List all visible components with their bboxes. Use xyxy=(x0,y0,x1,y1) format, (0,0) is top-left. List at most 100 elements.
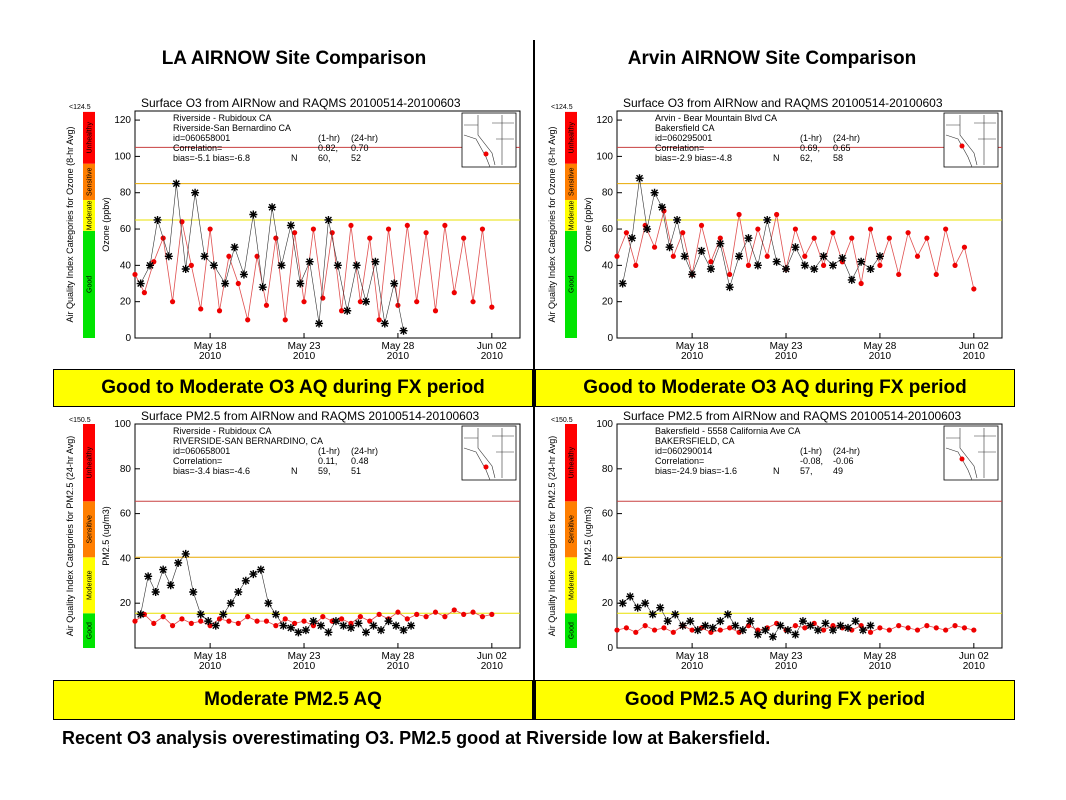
obs-point xyxy=(673,215,682,224)
aqi-band-label: Good xyxy=(569,622,576,639)
aqi-band-moderate xyxy=(83,199,95,231)
obs-point xyxy=(828,626,837,635)
obs-point xyxy=(200,252,209,261)
x-tick-year: 2010 xyxy=(775,661,798,672)
model-point xyxy=(169,299,176,305)
x-tick-label: Jun 02 xyxy=(959,341,989,352)
site-id: id=060658001 xyxy=(173,133,230,143)
model-point xyxy=(905,625,911,631)
model-point xyxy=(479,614,486,620)
model-point xyxy=(169,623,176,629)
model-point xyxy=(461,611,467,617)
obs-point xyxy=(166,581,175,590)
model-point xyxy=(132,618,138,624)
x-tick-year: 2010 xyxy=(963,351,986,362)
obs-point xyxy=(271,610,280,619)
ncorr-1hr: 62, xyxy=(800,153,813,163)
obs-point xyxy=(258,283,267,292)
model-point xyxy=(451,607,457,613)
obs-point xyxy=(209,261,218,270)
obs-point xyxy=(369,621,378,630)
obs-point xyxy=(315,319,324,328)
correlation-1hr: -0.08, xyxy=(800,456,823,466)
obs-point xyxy=(226,599,235,608)
model-point xyxy=(273,623,279,629)
obs-point xyxy=(838,254,847,263)
obs-point xyxy=(847,275,856,284)
bias-values: bias=-3.4 bias=-4.6 xyxy=(173,466,250,476)
model-point xyxy=(263,618,270,624)
obs-point xyxy=(665,243,674,252)
obs-point xyxy=(859,626,868,635)
aqi-band-sensitive xyxy=(83,501,95,558)
model-point xyxy=(376,317,382,323)
obs-point xyxy=(241,576,250,585)
model-point xyxy=(792,623,799,629)
model-point xyxy=(423,614,429,620)
x-tick-year: 2010 xyxy=(869,351,892,362)
y-tick-label: 40 xyxy=(120,260,132,271)
model-point xyxy=(886,627,892,633)
obs-point xyxy=(296,279,305,288)
obs-point xyxy=(277,261,286,270)
y-tick-label: 100 xyxy=(596,151,613,162)
ncorr-label: N xyxy=(291,466,298,476)
x-tick-label: May 23 xyxy=(770,341,803,352)
obs-point xyxy=(189,588,198,596)
model-point xyxy=(745,262,752,268)
obs-point xyxy=(286,221,295,230)
obs-point xyxy=(279,621,288,630)
obs-point xyxy=(234,588,243,596)
model-point xyxy=(310,226,317,232)
aqi-band-moderate xyxy=(83,557,95,614)
model-point xyxy=(404,616,410,622)
obs-series-line xyxy=(622,596,871,638)
y-tick-label: 80 xyxy=(602,464,614,475)
model-point xyxy=(933,625,939,631)
inset-site-marker xyxy=(483,464,489,470)
obs-point xyxy=(305,257,314,266)
ncorr-label: N xyxy=(773,153,780,163)
model-point xyxy=(461,235,467,241)
obs-point xyxy=(663,617,672,626)
pm25-chart-riverside: Surface PM2.5 from AIRNow and RAQMS 2010… xyxy=(65,409,521,672)
model-point xyxy=(451,290,457,296)
model-point xyxy=(216,308,223,314)
model-point xyxy=(329,230,335,236)
aqi-band-label: Good xyxy=(87,276,94,293)
obs-point xyxy=(249,210,258,219)
aqi-top-label: <124.5 xyxy=(551,104,573,111)
model-point xyxy=(689,627,695,633)
model-point xyxy=(924,235,930,241)
x-tick-label: May 28 xyxy=(382,341,415,352)
obs-point xyxy=(159,565,168,574)
aqi-band-good xyxy=(83,230,95,338)
model-point xyxy=(489,304,495,310)
obs-point xyxy=(286,623,295,632)
model-point xyxy=(301,299,307,305)
x-tick-year: 2010 xyxy=(481,351,504,362)
y-tick-label: 0 xyxy=(607,643,613,654)
model-point xyxy=(755,627,761,633)
model-point xyxy=(348,222,354,229)
obs-point xyxy=(746,617,755,626)
x-tick-label: May 18 xyxy=(194,651,227,662)
obs-point xyxy=(249,570,258,579)
model-point xyxy=(282,616,288,622)
model-point xyxy=(820,262,827,268)
model-point xyxy=(849,627,855,633)
x-tick-label: May 18 xyxy=(194,341,227,352)
model-point xyxy=(198,618,204,624)
obs-point xyxy=(309,617,318,626)
obs-point xyxy=(181,264,190,273)
summary-caption: Recent O3 analysis overestimating O3. PM… xyxy=(62,728,771,748)
model-point xyxy=(717,627,723,633)
x-tick-label: May 28 xyxy=(864,651,897,662)
model-point xyxy=(623,625,629,631)
obs-point xyxy=(407,621,416,630)
obs-point xyxy=(716,617,725,626)
obs-point xyxy=(392,621,401,630)
obs-point xyxy=(641,599,650,608)
model-point xyxy=(160,614,166,620)
aqi-band-label: Sensitive xyxy=(569,168,576,197)
